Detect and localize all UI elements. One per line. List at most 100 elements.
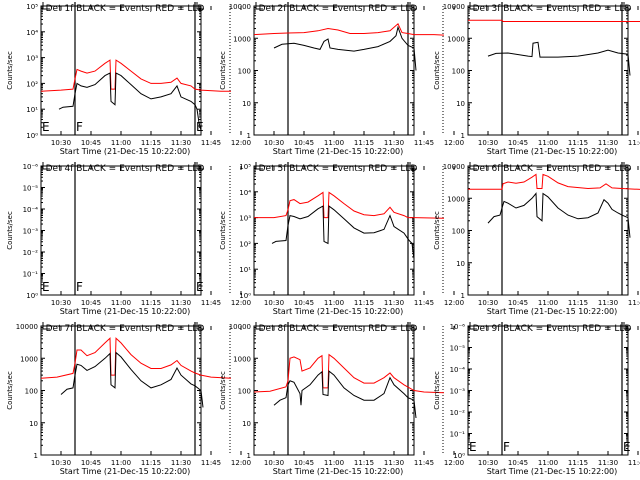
x-tick-label: 10:45	[81, 299, 101, 307]
chart-title: Det 2f BLACK = Events, RED = LLD	[259, 4, 418, 14]
x-tick-label: 11:30	[384, 139, 404, 147]
annotation-e: E	[196, 120, 204, 134]
bracket-mark	[196, 322, 204, 330]
x-tick-label: 11:30	[171, 459, 191, 467]
x-tick-label: 11:30	[598, 139, 618, 147]
y-tick-label: 10³	[26, 55, 38, 63]
y-tick-label: 10⁵	[26, 3, 38, 11]
y-tick-label: 1000	[233, 35, 251, 43]
y-tick-label: 10⁻²	[450, 409, 466, 417]
x-tick-label: 11:00	[111, 139, 131, 147]
annotation-e: E	[42, 280, 50, 294]
series-lld	[254, 191, 445, 219]
annotation-e: E	[469, 440, 477, 454]
annotation-f: F	[76, 120, 83, 134]
plot-frame	[40, 5, 202, 136]
bracket-mark	[196, 162, 204, 170]
panel-2: Det 2f BLACK = Events, RED = LLD 1 10 100 10…	[219, 2, 464, 156]
bracket-mark	[255, 322, 263, 330]
chart-title: Det 1f BLACK = Events, RED = LLD	[46, 4, 205, 14]
series-lld	[468, 173, 640, 190]
series-lld	[468, 19, 640, 22]
panel-4: Det 4f BLACK = Events, RED = LLD 10⁰ 10⁻¹ 1…	[6, 162, 251, 316]
series-events	[487, 41, 631, 76]
y-tick-label: 10	[242, 100, 251, 108]
y-tick-label: 10⁻⁴	[23, 206, 39, 214]
y-axis-label: Counts/sec	[433, 51, 441, 90]
plot-frame	[253, 5, 415, 136]
x-tick-label: 11:45	[201, 459, 221, 467]
y-tick-label: 1000	[447, 195, 465, 203]
x-tick-label: 11:00	[538, 139, 558, 147]
x-tick-label: 11:45	[414, 459, 434, 467]
y-tick-label: 10⁻¹	[23, 271, 39, 279]
x-tick-label: 11:15	[141, 299, 161, 307]
y-tick-label: 10⁻²	[23, 249, 39, 257]
y-tick-label: 10²	[239, 240, 251, 248]
y-tick-label: 1000	[447, 35, 465, 43]
x-tick-label: 12:00	[231, 139, 251, 147]
x-tick-label: 10:45	[508, 459, 528, 467]
y-tick-label: 100	[25, 388, 38, 396]
y-tick-label: 100	[452, 228, 465, 236]
bracket-mark	[409, 322, 417, 330]
series-events	[273, 370, 417, 419]
y-tick-label: 10	[29, 420, 38, 428]
plot-frame	[253, 165, 415, 296]
x-tick-label: 11:45	[414, 139, 434, 147]
y-tick-label: 100	[238, 388, 251, 396]
x-tick-label: 11:00	[111, 459, 131, 467]
x-tick-label: 10:30	[478, 459, 498, 467]
panel-9: Det 9f BLACK = Events, RED = LLD 10⁰ 10⁻¹ 1…	[433, 322, 640, 476]
y-tick-label: 10⁵	[239, 163, 251, 171]
x-tick-label: 11:00	[538, 299, 558, 307]
panel-5: Det 5f BLACK = Events, RED = LLD 10⁰ 10¹ 10…	[219, 162, 464, 316]
x-tick-label: 11:15	[354, 299, 374, 307]
series-events	[58, 72, 202, 131]
y-tick-label: 10	[456, 260, 465, 268]
y-tick-label: 10⁰	[26, 292, 38, 300]
y-tick-label: 10000	[443, 163, 465, 171]
series-lld	[253, 353, 445, 394]
y-tick-label: 10000	[443, 3, 465, 11]
bracket-mark	[42, 162, 50, 170]
y-tick-label: 10³	[239, 215, 251, 223]
x-tick-label: 10:45	[508, 139, 528, 147]
panel-7: Det 7f BLACK = Events, RED = LLD 1 10 100 10…	[6, 322, 251, 476]
x-tick-label: 11:15	[568, 139, 588, 147]
annotation-e: E	[196, 280, 204, 294]
bracket-mark	[42, 2, 50, 10]
chart-title: Det 4f BLACK = Events, RED = LLD	[46, 164, 205, 174]
x-tick-label: 11:15	[568, 299, 588, 307]
y-tick-label: 10⁴	[239, 189, 251, 197]
x-tick-label: 10:30	[478, 299, 498, 307]
x-tick-label: 10:45	[508, 299, 528, 307]
y-tick-label: 10⁻⁶	[450, 323, 466, 331]
x-tick-label: 11:00	[324, 299, 344, 307]
annotation-e: E	[623, 440, 631, 454]
x-tick-label: 11:30	[384, 299, 404, 307]
plot-frame	[467, 5, 629, 136]
x-tick-label: 10:45	[294, 459, 314, 467]
y-tick-label: 10⁰	[453, 452, 465, 460]
x-tick-label: 11:15	[141, 139, 161, 147]
y-tick-label: 10	[456, 100, 465, 108]
bracket-mark	[469, 2, 477, 10]
x-axis-label: Start Time (21-Dec-15 10:22:00)	[273, 467, 404, 476]
y-tick-label: 10	[242, 420, 251, 428]
x-tick-label: 11:45	[628, 459, 640, 467]
x-tick-label: 11:45	[628, 299, 640, 307]
panel-3: Det 3f BLACK = Events, RED = LLD 1 10 100 10…	[433, 2, 640, 156]
bracket-mark	[623, 2, 631, 10]
series-events	[271, 205, 415, 259]
x-tick-label: 12:00	[444, 139, 464, 147]
x-tick-label: 12:00	[231, 299, 251, 307]
y-tick-label: 10000	[229, 3, 251, 11]
y-tick-label: 1	[461, 132, 465, 140]
y-tick-label: 10⁴	[26, 29, 38, 37]
panel-6: Det 6f BLACK = Events, RED = LLD 1 10 100 10…	[433, 162, 640, 316]
x-tick-label: 12:00	[444, 459, 464, 467]
y-tick-label: 10⁻⁵	[23, 185, 39, 193]
y-tick-label: 1	[34, 452, 38, 460]
x-tick-label: 11:45	[201, 139, 221, 147]
